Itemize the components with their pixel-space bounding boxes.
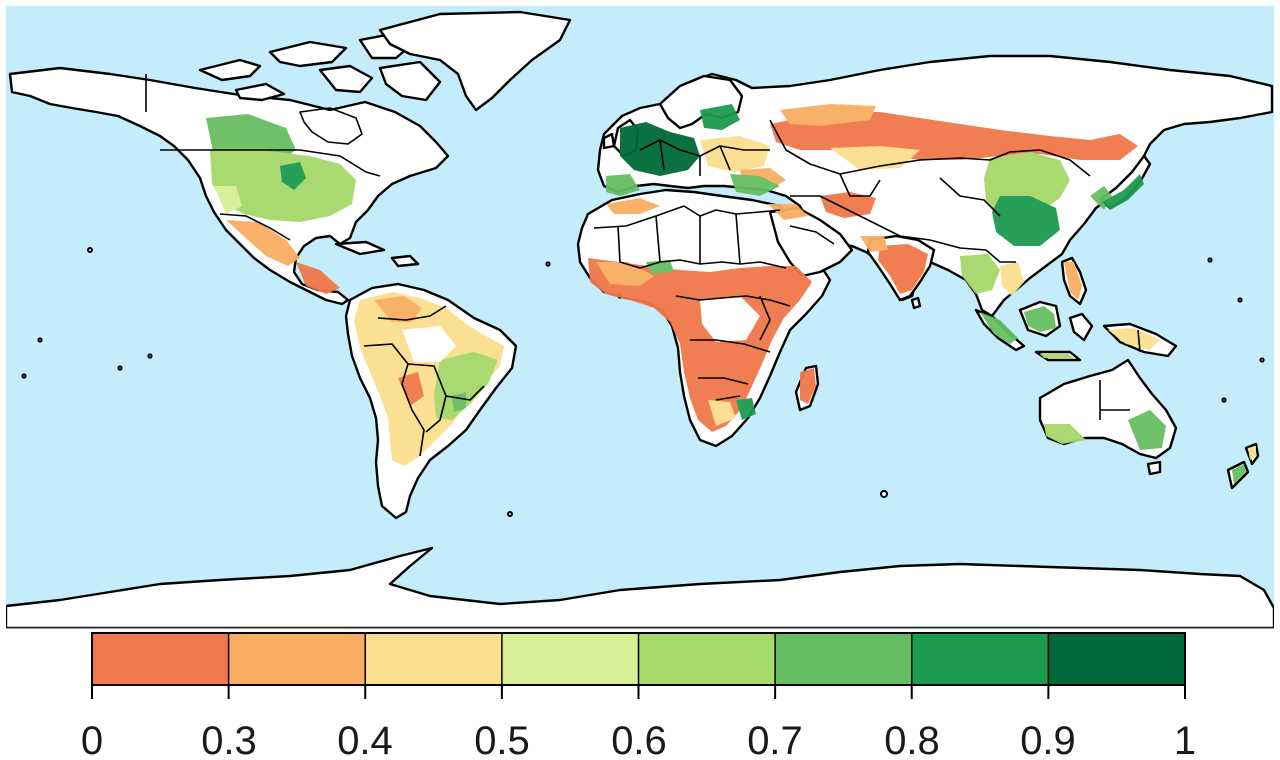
legend-ticks — [91, 633, 1186, 699]
region-iberia — [606, 174, 640, 196]
region-sub-saharan-africa — [588, 258, 812, 432]
border-sa-north — [377, 305, 447, 321]
tick-label-0.4: 0.4 — [337, 719, 393, 760]
tick-label-0: 0 — [81, 719, 103, 760]
region-southeast-asia — [960, 254, 1000, 294]
tick-label-0.8: 0.8 — [884, 719, 940, 760]
region-russia-west — [780, 104, 876, 126]
border-europe-vertical — [659, 139, 731, 176]
region-madagascar — [800, 368, 816, 404]
greenland — [378, 10, 572, 112]
region-philippines — [1064, 262, 1082, 300]
region-south-africa-east — [736, 398, 756, 420]
region-pakistan — [860, 236, 888, 252]
region-maghreb — [606, 198, 660, 214]
border-south-africa — [698, 377, 749, 401]
region-venezuela — [374, 296, 422, 322]
region-brazil-east — [434, 352, 498, 420]
border-arabia — [789, 225, 835, 245]
legend-bin-0.3-0.4 — [228, 633, 366, 685]
region-southeast-australia — [1128, 410, 1166, 450]
legend-bins — [92, 633, 1186, 685]
region-south-africa — [708, 400, 736, 426]
legend-bin-0-0.3 — [92, 633, 230, 685]
border-east-africa — [759, 295, 771, 341]
region-india — [878, 244, 928, 294]
region-western-europe — [620, 122, 700, 176]
map-layer — [6, 10, 1274, 628]
region-congo-nodata — [700, 296, 760, 342]
region-nz-north — [1248, 446, 1256, 460]
region-eastern-europe — [700, 136, 770, 172]
caribbean-islands — [334, 240, 420, 268]
border-himalaya — [899, 235, 987, 251]
tick-label-0.5: 0.5 — [474, 719, 530, 760]
region-usa — [210, 150, 356, 222]
region-iran — [820, 192, 876, 218]
border-southern-africa — [690, 339, 771, 353]
tick-label-0.7: 0.7 — [747, 719, 803, 760]
tick-label-0.9: 0.9 — [1020, 719, 1076, 760]
region-turkey — [730, 174, 780, 196]
region-usa-west — [214, 186, 242, 214]
region-west-africa — [596, 262, 654, 286]
region-vietnam — [1000, 262, 1024, 296]
region-japan — [1102, 174, 1144, 210]
border-sahel — [617, 225, 787, 269]
region-bolivia — [398, 372, 424, 406]
region-south-america-base — [354, 292, 504, 466]
border-sa-south — [445, 385, 485, 401]
border-central-asia — [839, 173, 881, 197]
border-usa-mexico — [219, 213, 291, 241]
antarctica — [6, 546, 1274, 628]
region-borneo — [1024, 306, 1056, 332]
color-legend: 0 0.3 0.4 0.5 0.6 0.7 0.8 0.9 1 — [81, 632, 1196, 760]
region-baltic — [700, 104, 740, 130]
border-russia-south — [769, 119, 1091, 177]
region-china-central — [992, 196, 1060, 246]
region-amazon-nodata — [402, 326, 456, 362]
hudson-bay — [299, 107, 363, 145]
tasmania — [1146, 460, 1162, 476]
border-usa-canada — [160, 149, 381, 177]
region-nz-south — [1232, 464, 1246, 484]
border-sahara-columns — [655, 213, 741, 265]
legend-bin-0.8-0.9 — [911, 633, 1049, 685]
region-mexico — [226, 220, 300, 266]
legend-bin-0.5-0.6 — [501, 633, 639, 685]
border-sa-west — [363, 343, 425, 457]
tick-label-0.6: 0.6 — [611, 719, 667, 760]
arabian-peninsula — [768, 206, 854, 278]
region-java — [1040, 354, 1074, 358]
tick-label-0.3: 0.3 — [201, 719, 257, 760]
region-usa-midwest — [280, 162, 306, 190]
arctic-islands — [198, 32, 442, 102]
border-central-africa — [675, 295, 791, 307]
indonesia-islands — [974, 300, 1094, 362]
legend-tick-labels: 0 0.3 0.4 0.5 0.6 0.7 0.8 0.9 1 — [81, 719, 1196, 760]
region-levant — [768, 204, 808, 220]
country-borders — [145, 74, 1141, 457]
region-sumatra — [980, 312, 1018, 344]
tick-label-1: 1 — [1174, 719, 1196, 760]
border-middle-east — [790, 195, 901, 237]
legend-bin-0.6-0.7 — [638, 633, 776, 685]
border-new-guinea — [1137, 329, 1141, 353]
region-southwest-australia — [1044, 424, 1086, 444]
region-central-america — [296, 262, 340, 294]
border-china-west — [939, 177, 1001, 217]
border-australia-states — [1099, 380, 1130, 420]
legend-bin-0.7-0.8 — [775, 633, 913, 685]
border-se-asia — [985, 249, 1016, 263]
sri-lanka — [910, 296, 922, 310]
region-new-guinea — [1108, 328, 1160, 350]
legend-bin-0.9-1 — [1048, 633, 1186, 685]
legend-bin-0.4-0.5 — [365, 633, 503, 685]
